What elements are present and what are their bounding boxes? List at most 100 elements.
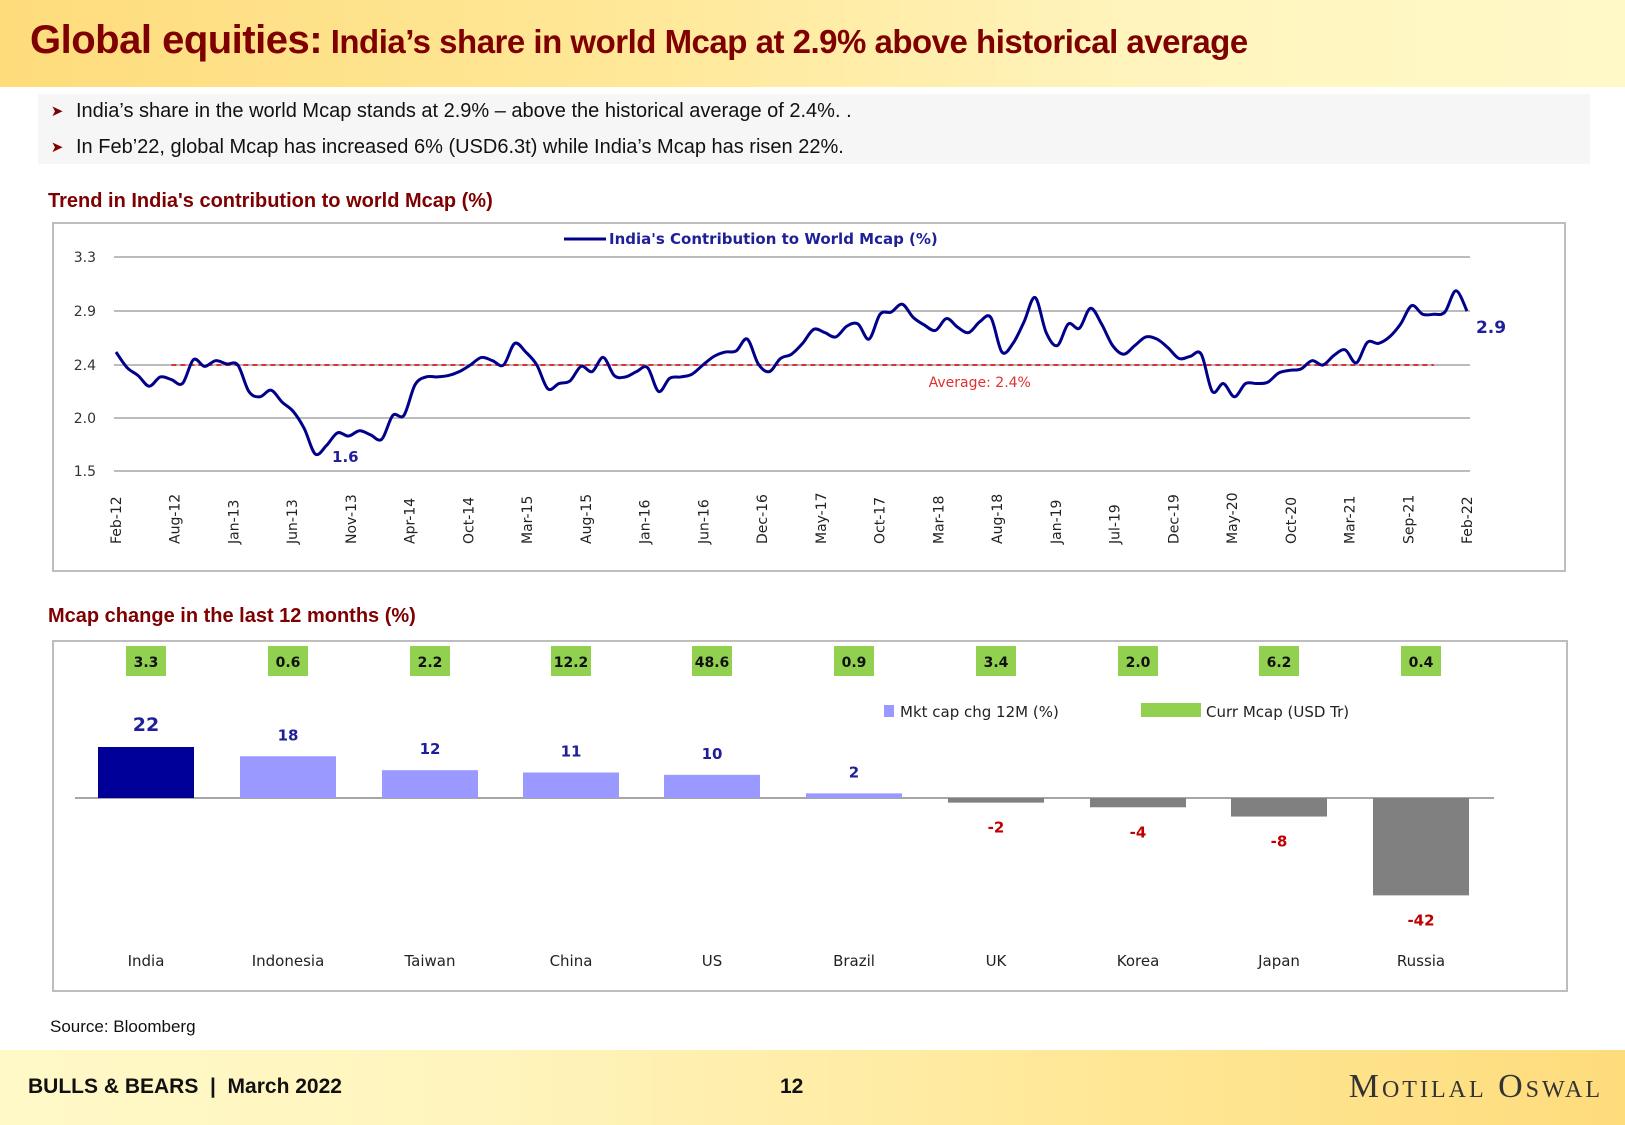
x-tick-label: Apr-14 bbox=[403, 498, 419, 544]
header-band bbox=[0, 0, 1625, 87]
y-tick-label: 2.9 bbox=[74, 304, 96, 320]
category-label: Taiwan bbox=[403, 952, 455, 970]
mcap-box-label: 3.3 bbox=[134, 655, 159, 671]
x-tick-label: Jan-16 bbox=[638, 499, 654, 545]
x-tick-label: Feb-22 bbox=[1460, 496, 1476, 544]
mcap-box bbox=[1118, 646, 1158, 676]
x-tick-label: Jun-13 bbox=[285, 499, 301, 545]
mcap-box bbox=[1401, 646, 1441, 676]
category-label: Indonesia bbox=[252, 952, 325, 970]
bar-value-label: 12 bbox=[420, 740, 441, 758]
category-label: China bbox=[550, 952, 593, 970]
category-label: US bbox=[702, 952, 723, 970]
arrowhead-bullet-icon: ➤ bbox=[50, 139, 64, 156]
mcap-box bbox=[692, 646, 732, 676]
category-label: India bbox=[128, 952, 165, 970]
line-chart-frame: 3.3 2.9 2.4 2.0 1.5 Average: 2.4% 1.6 2.9 India'… bbox=[52, 222, 1566, 572]
bar-value-label: -42 bbox=[1407, 911, 1434, 929]
category-label: Russia bbox=[1397, 952, 1445, 970]
mcap-box-label: 0.6 bbox=[276, 655, 301, 671]
x-tick-label: Oct-17 bbox=[873, 497, 889, 544]
x-tick-label: Oct-14 bbox=[461, 497, 477, 544]
mcap-box-label: 0.9 bbox=[842, 655, 867, 671]
bar-value-label: -4 bbox=[1130, 823, 1147, 841]
bar-indonesia bbox=[240, 756, 336, 798]
bar-uk bbox=[948, 798, 1044, 803]
page-title-main: Global equities: bbox=[30, 18, 323, 62]
x-tick-label: May-20 bbox=[1225, 492, 1241, 544]
average-label: Average: 2.4% bbox=[929, 375, 1031, 391]
x-tick-label: Aug-12 bbox=[168, 494, 184, 544]
mcap-box bbox=[126, 646, 166, 676]
series-line-india-contribution bbox=[114, 289, 1469, 457]
bullet-item: ➤ India’s share in the world Mcap stands… bbox=[38, 96, 852, 126]
page-number: 12 bbox=[780, 1075, 804, 1098]
bar-value-label: -2 bbox=[988, 819, 1005, 837]
brand-logo: Motilal Oswal bbox=[1348, 1068, 1603, 1105]
bar-korea bbox=[1090, 798, 1186, 808]
footer-band bbox=[0, 1050, 1625, 1125]
mcap-box-label: 0.4 bbox=[1409, 655, 1434, 671]
bar-taiwan bbox=[382, 770, 478, 798]
bar-value-label: 2 bbox=[849, 763, 859, 781]
x-tick-label: Mar-18 bbox=[931, 496, 947, 544]
bar-chart-title: Mcap change in the last 12 months (%) bbox=[48, 605, 416, 627]
x-tick-label: Feb-12 bbox=[109, 496, 125, 544]
x-tick-label: Jan-13 bbox=[226, 500, 242, 545]
page-title: Global equities: India’s share in world … bbox=[30, 18, 1248, 63]
page-title-sub: India’s share in world Mcap at 2.9% abov… bbox=[322, 23, 1248, 60]
bar-brazil bbox=[806, 793, 902, 798]
x-tick-label: Oct-20 bbox=[1284, 497, 1300, 544]
x-tick-label: Aug-18 bbox=[990, 494, 1006, 544]
line-chart: 3.3 2.9 2.4 2.0 1.5 Average: 2.4% 1.6 2.9 India'… bbox=[74, 230, 1506, 545]
mcap-box bbox=[551, 646, 591, 676]
x-tick-label: Dec-19 bbox=[1166, 494, 1182, 544]
bar-value-label: -8 bbox=[1271, 833, 1288, 851]
mcap-box-label: 48.6 bbox=[695, 655, 730, 671]
bar-chart-frame: 22 3.3 India 18 0.6 Indonesia 12 2.2 Taiwan 11 12.… bbox=[52, 640, 1568, 992]
bullet-text: India’s share in the world Mcap stands a… bbox=[76, 99, 852, 122]
bar-russia bbox=[1373, 798, 1469, 896]
category-label: Japan bbox=[1257, 952, 1300, 970]
x-tick-label: Dec-16 bbox=[755, 494, 771, 544]
bar-india bbox=[98, 747, 194, 798]
line-chart-title: Trend in India's contribution to world M… bbox=[48, 190, 493, 212]
mcap-box bbox=[1259, 646, 1299, 676]
arrowhead-bullet-icon: ➤ bbox=[50, 103, 64, 120]
y-tick-label: 2.4 bbox=[74, 358, 96, 374]
x-tick-label: Jul-19 bbox=[1108, 504, 1124, 545]
legend-label-change: Mkt cap chg 12M (%) bbox=[900, 703, 1059, 721]
legend-label: India's Contribution to World Mcap (%) bbox=[609, 230, 938, 248]
x-tick-label: Aug-15 bbox=[579, 494, 595, 544]
mcap-box bbox=[410, 646, 450, 676]
legend-swatch-mcap bbox=[1141, 703, 1201, 717]
bar-value-label: 22 bbox=[133, 714, 159, 736]
bullet-item: ➤ In Feb’22, global Mcap has increased 6… bbox=[38, 132, 844, 162]
legend-label-mcap: Curr Mcap (USD Tr) bbox=[1206, 703, 1349, 721]
x-tick-label: May-17 bbox=[814, 492, 830, 544]
publication-name: BULLS & BEARS | March 2022 bbox=[28, 1075, 342, 1098]
mcap-box-label: 3.4 bbox=[984, 655, 1009, 671]
bar-value-label: 11 bbox=[561, 743, 582, 761]
mcap-box-label: 6.2 bbox=[1267, 655, 1292, 671]
source-note: Source: Bloomberg bbox=[50, 1017, 196, 1036]
x-tick-label: Jan-19 bbox=[1049, 500, 1065, 545]
mcap-box bbox=[268, 646, 308, 676]
x-tick-label: Mar-15 bbox=[520, 496, 536, 544]
mcap-box-label: 2.0 bbox=[1126, 655, 1151, 671]
y-tick-label: 3.3 bbox=[74, 250, 96, 266]
x-tick-label: Jun-16 bbox=[696, 499, 712, 545]
y-tick-label: 1.5 bbox=[74, 464, 96, 480]
bar-us bbox=[664, 774, 760, 798]
annotation-last-value: 2.9 bbox=[1476, 318, 1506, 338]
mcap-box bbox=[834, 646, 874, 676]
mcap-box bbox=[976, 646, 1016, 676]
x-tick-label: Mar-21 bbox=[1343, 496, 1359, 544]
category-label: Brazil bbox=[833, 952, 875, 970]
legend-swatch-change bbox=[884, 705, 894, 717]
category-label: Korea bbox=[1117, 952, 1160, 970]
annotation-min-value: 1.6 bbox=[332, 448, 359, 466]
bar-china bbox=[523, 772, 619, 798]
x-tick-label: Sep-21 bbox=[1401, 495, 1417, 544]
bar-value-label: 18 bbox=[278, 726, 299, 744]
